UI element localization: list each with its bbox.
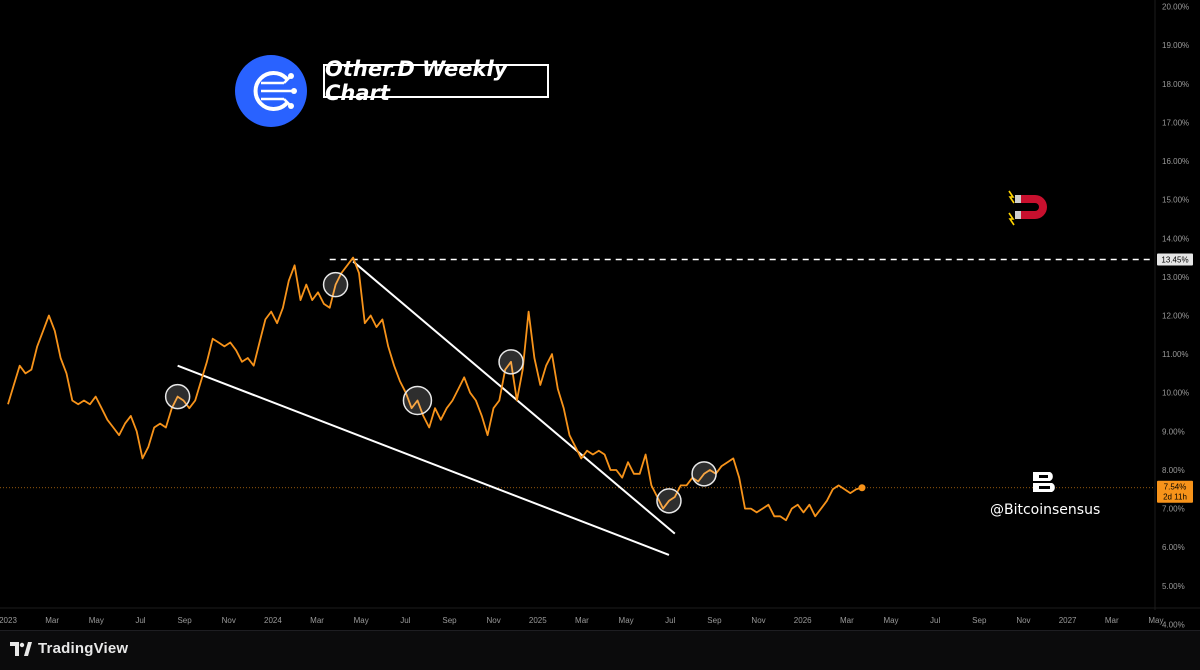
x-tick-label: Nov <box>487 616 501 625</box>
tradingview-logo-icon <box>10 641 32 656</box>
x-tick-label: Sep <box>442 616 457 625</box>
chart-title-box: Other.D Weekly Chart <box>323 57 549 105</box>
y-tick-label: 15.00% <box>1162 196 1189 205</box>
x-tick-label: May <box>883 616 898 625</box>
x-tick-label: 2027 <box>1059 616 1077 625</box>
current-price-label-box <box>1157 480 1193 503</box>
x-tick-label: Jul <box>400 616 410 625</box>
countdown-label: 2d 11h <box>1163 493 1187 502</box>
x-tick-label: Sep <box>707 616 722 625</box>
x-tick-label: May <box>1148 616 1163 625</box>
x-tick-label: Nov <box>222 616 236 625</box>
x-tick-label: 2023 <box>0 616 17 625</box>
y-tick-label: 18.00% <box>1162 80 1189 89</box>
x-tick-label: Sep <box>972 616 987 625</box>
y-tick-label: 4.00% <box>1162 620 1185 629</box>
x-tick-label: 2025 <box>529 616 547 625</box>
trendline <box>352 260 676 535</box>
touch-point-circle <box>691 461 717 487</box>
magnet-icon <box>1005 187 1053 227</box>
x-tick-label: May <box>619 616 634 625</box>
x-tick-label: 2026 <box>794 616 812 625</box>
y-tick-label: 8.00% <box>1162 466 1185 475</box>
y-tick-label: 19.00% <box>1162 41 1189 50</box>
x-tick-label: Mar <box>1105 616 1119 625</box>
y-tick-label: 9.00% <box>1162 427 1185 436</box>
footer-bar: TradingView <box>0 630 1200 670</box>
x-tick-label: Nov <box>751 616 765 625</box>
chart-svg[interactable]: 4.00% 5.00% 6.00% 7.00% 8.00% 9.00% 10.00% 11.0… <box>0 0 1200 640</box>
touch-point-circle <box>322 271 349 298</box>
last-price-dot <box>858 484 866 492</box>
y-tick-label: 13.00% <box>1162 273 1189 282</box>
y-tick-label: 14.00% <box>1162 234 1189 243</box>
touch-point-circle <box>402 385 433 416</box>
resistance-label: 13.45% <box>1161 256 1188 265</box>
x-tick-label: Sep <box>177 616 192 625</box>
y-tick-label: 12.00% <box>1162 312 1189 321</box>
current-price-label: 7.54% <box>1164 483 1187 492</box>
b-logo-icon <box>990 470 1100 494</box>
y-tick-label: 16.00% <box>1162 157 1189 166</box>
x-tick-label: Jul <box>665 616 675 625</box>
watermark: @Bitcoinsensus <box>990 470 1100 518</box>
x-tick-label: Nov <box>1016 616 1030 625</box>
x-tick-label: May <box>354 616 369 625</box>
price-line <box>7 256 863 522</box>
y-tick-label: 5.00% <box>1162 582 1185 591</box>
chart-title: Other.D Weekly Chart <box>325 57 508 105</box>
watermark-handle: @Bitcoinsensus <box>990 502 1101 518</box>
x-tick-label: Mar <box>840 616 854 625</box>
x-tick-label: Jul <box>930 616 940 625</box>
x-tick-label: Mar <box>575 616 589 625</box>
trendline <box>177 364 670 556</box>
y-tick-label: 10.00% <box>1162 389 1189 398</box>
circuit-c-logo-icon <box>234 54 308 128</box>
y-tick-label: 6.00% <box>1162 543 1185 552</box>
y-tick-label: 7.00% <box>1162 505 1185 514</box>
tradingview-brand: TradingView <box>38 640 129 657</box>
tradingview-logo[interactable]: TradingView <box>10 640 128 657</box>
touch-point-circle <box>164 383 191 410</box>
touch-point-circle <box>656 488 682 514</box>
resistance-label-box <box>1157 253 1193 266</box>
x-tick-label: Mar <box>45 616 59 625</box>
x-tick-label: Jul <box>135 616 145 625</box>
y-tick-label: 20.00% <box>1162 3 1189 12</box>
y-tick-label: 11.00% <box>1162 350 1189 359</box>
x-tick-label: May <box>89 616 104 625</box>
x-tick-label: Mar <box>310 616 324 625</box>
chart-area[interactable]: 4.00% 5.00% 6.00% 7.00% 8.00% 9.00% 10.00% 11.0… <box>0 0 1200 640</box>
x-tick-label: 2024 <box>264 616 282 625</box>
y-tick-label: 17.00% <box>1162 118 1189 127</box>
touch-point-circle <box>498 349 524 375</box>
